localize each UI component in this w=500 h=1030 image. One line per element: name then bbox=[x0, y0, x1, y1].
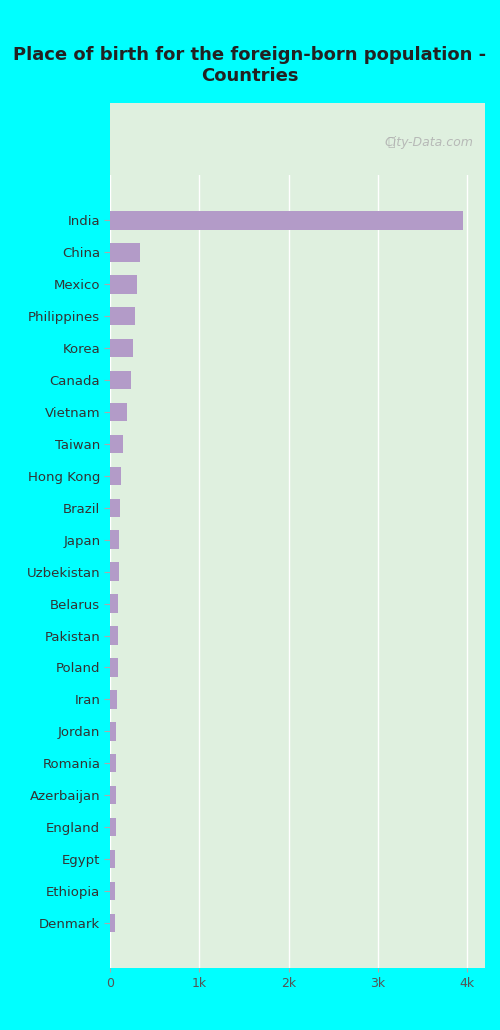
Bar bbox=[110, 435, 124, 453]
Bar bbox=[110, 818, 116, 836]
Bar bbox=[110, 339, 133, 357]
Text: City-Data.com: City-Data.com bbox=[385, 136, 474, 149]
Bar bbox=[110, 914, 115, 932]
Bar bbox=[110, 658, 118, 677]
Bar bbox=[110, 530, 120, 549]
Bar bbox=[110, 626, 118, 645]
Bar bbox=[110, 850, 116, 868]
Text: ⓘ: ⓘ bbox=[388, 136, 395, 149]
Bar bbox=[110, 371, 130, 389]
Bar bbox=[110, 690, 117, 709]
Bar bbox=[110, 722, 116, 741]
Bar bbox=[110, 786, 116, 804]
Bar bbox=[110, 882, 116, 900]
Bar bbox=[110, 403, 127, 421]
Bar bbox=[110, 211, 463, 230]
Bar bbox=[110, 499, 120, 517]
Bar bbox=[110, 307, 135, 325]
Bar bbox=[110, 562, 119, 581]
Text: Place of birth for the foreign-born population -
Countries: Place of birth for the foreign-born popu… bbox=[14, 46, 486, 85]
Bar bbox=[110, 467, 120, 485]
Bar bbox=[110, 275, 137, 294]
Bar bbox=[110, 754, 116, 772]
Bar bbox=[110, 594, 118, 613]
Bar bbox=[110, 243, 140, 262]
